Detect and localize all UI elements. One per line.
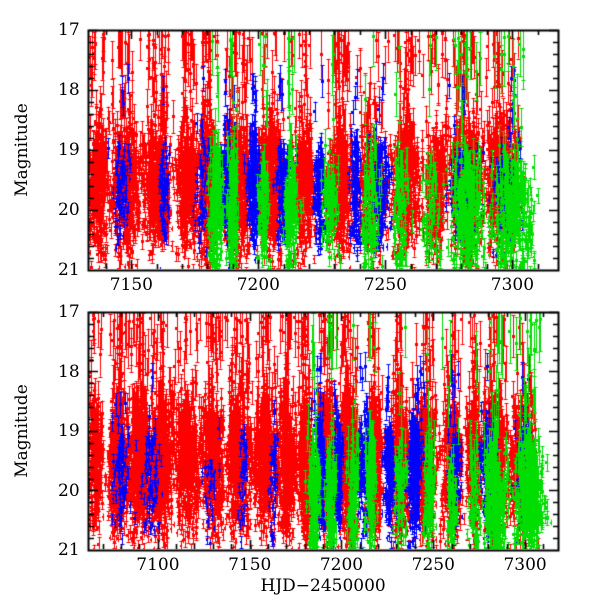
bottom-ytick-20: 20 (58, 480, 80, 501)
bottom-ytick-19: 19 (58, 421, 80, 441)
top-xtick-7200: 7200 (236, 275, 280, 295)
bottom-yaxis-title: Magnitude (12, 384, 32, 478)
bottom-ytick-17: 17 (58, 302, 80, 322)
top-xtick-7150: 7150 (109, 275, 153, 295)
bottom-xtick-7250: 7250 (411, 555, 455, 575)
top-yaxis-title: Magnitude (12, 103, 32, 197)
top-xtick-7250: 7250 (363, 275, 407, 295)
bottom-ytick-18: 18 (58, 361, 80, 382)
top-ytick-17: 17 (58, 20, 80, 40)
bottom-ytick-21: 21 (58, 540, 80, 560)
top-xtick-7300: 7300 (490, 275, 535, 295)
bottom-xtick-7150: 7150 (228, 555, 272, 575)
top-ytick-19: 19 (58, 140, 80, 160)
bottom-xtick-7300: 7300 (503, 555, 547, 575)
top-ytick-20: 20 (58, 200, 80, 220)
bottom-xtick-7200: 7200 (319, 555, 364, 575)
top-ytick-18: 18 (58, 80, 80, 100)
top-ytick-21: 21 (58, 260, 80, 280)
bottom-xtick-7100: 7100 (136, 555, 180, 575)
xaxis-title: HJD−2450000 (260, 576, 386, 596)
